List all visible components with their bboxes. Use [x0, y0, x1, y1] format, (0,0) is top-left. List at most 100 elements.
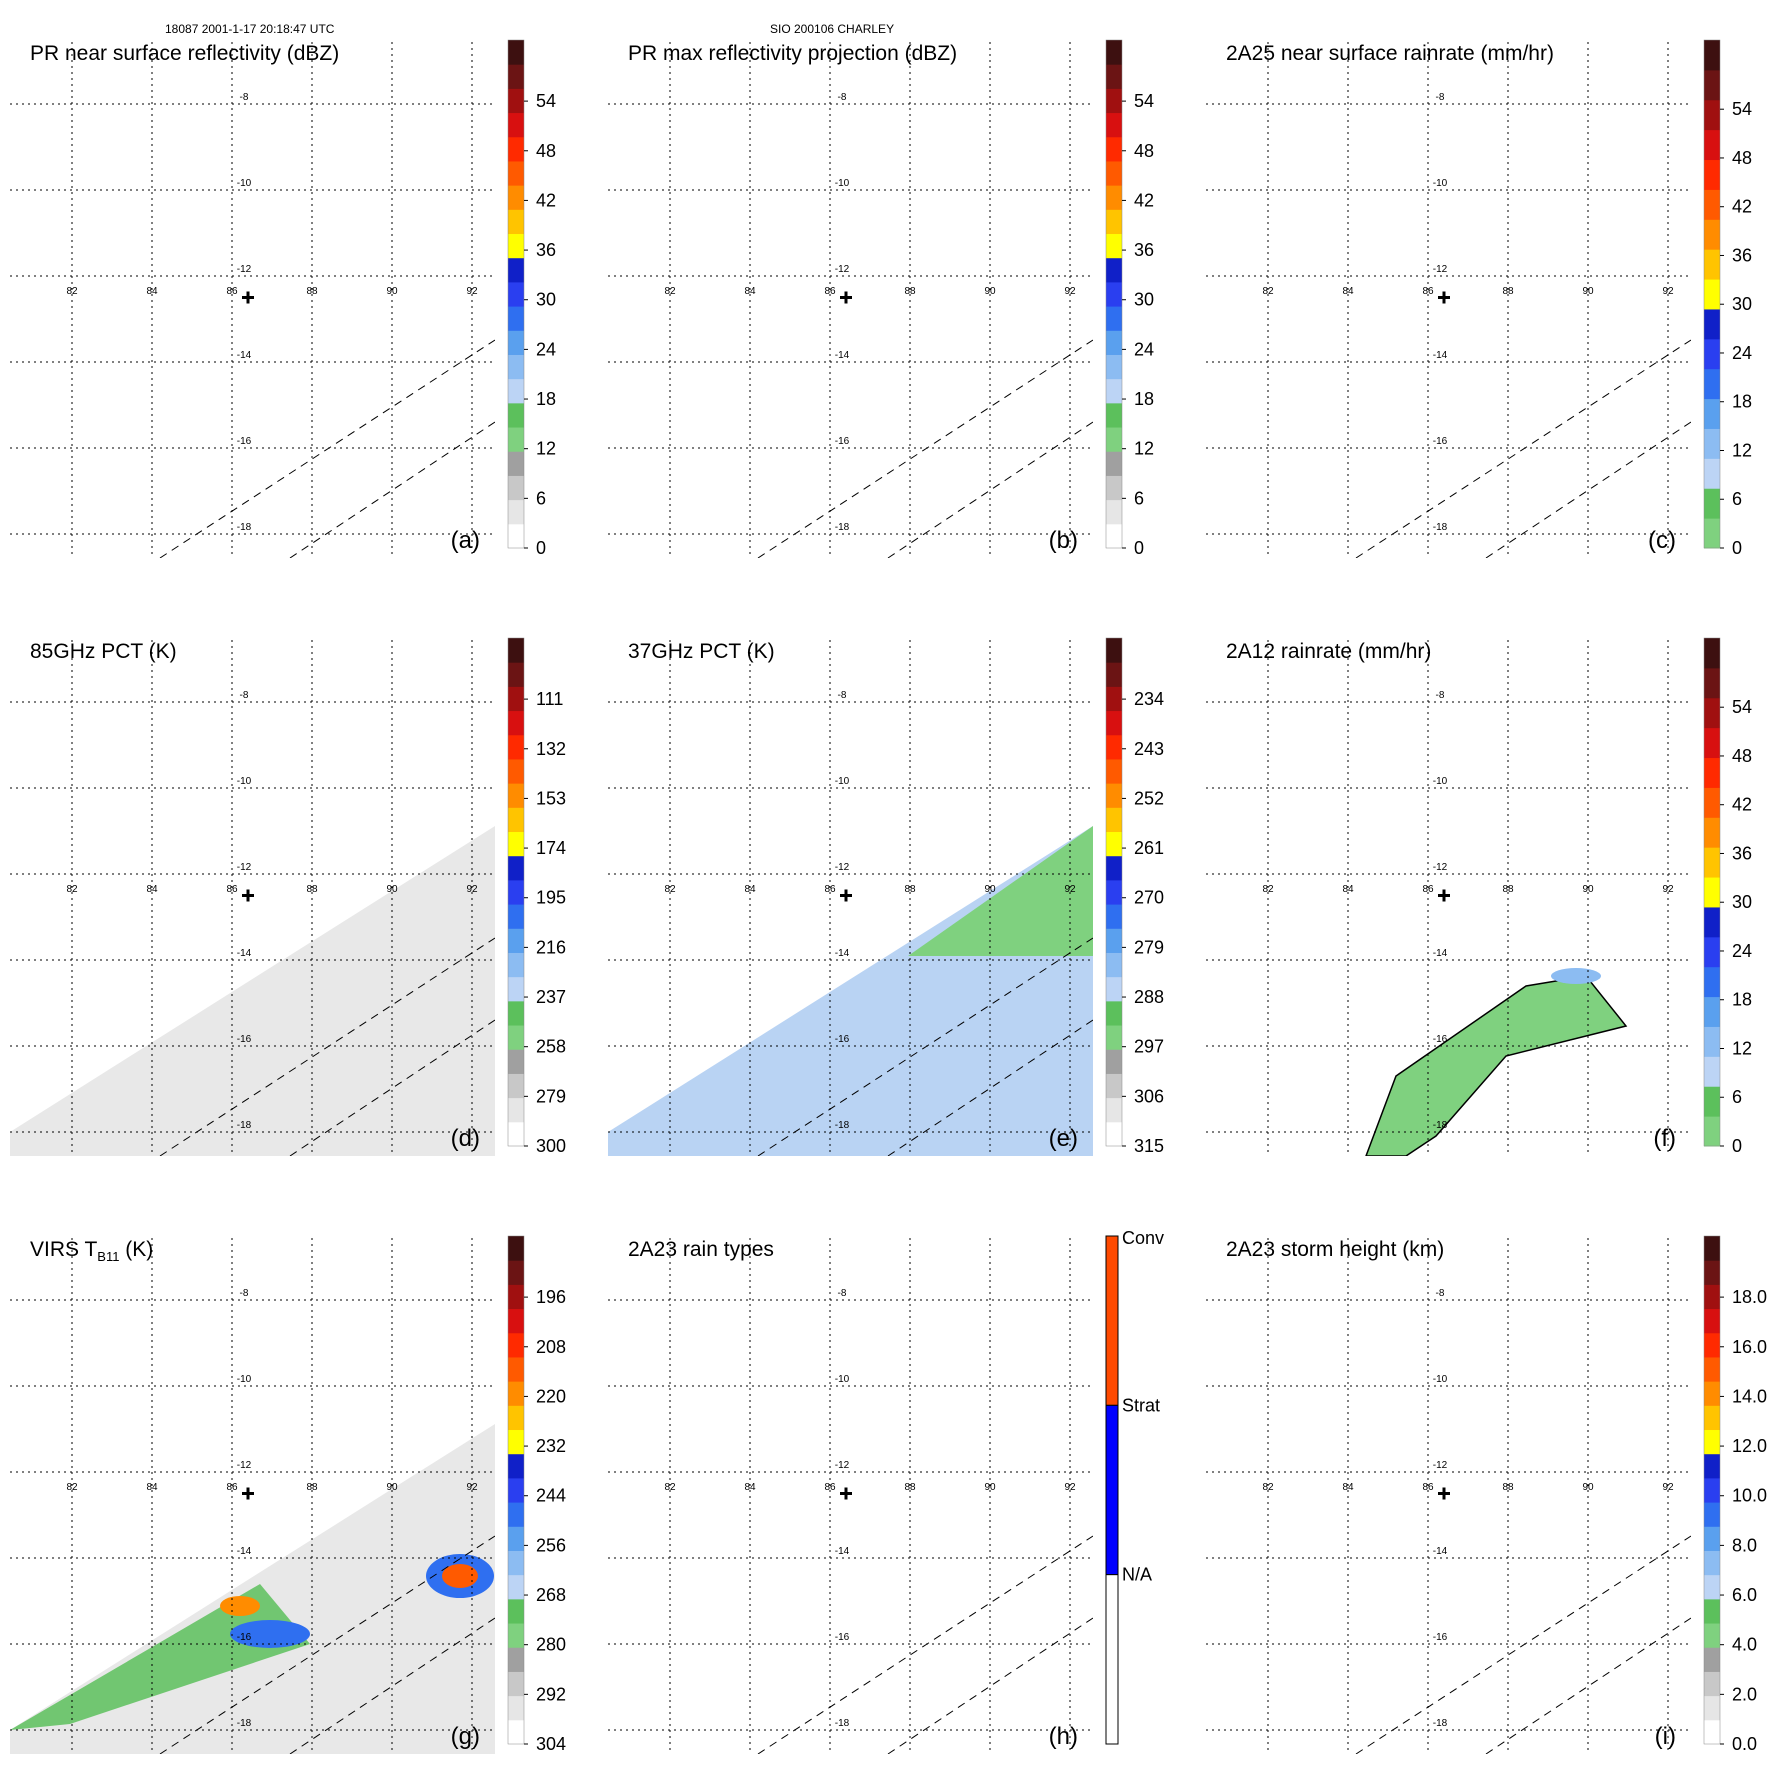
colorbar-segment [508, 499, 524, 525]
colorbar-segment [1704, 488, 1720, 519]
lat-tick-label: -12 [835, 264, 850, 275]
panel-letter: (g) [451, 1723, 480, 1750]
lon-tick-label: 90 [1582, 286, 1594, 297]
colorbar: 300 279 258 237 216 195 174 153 132 111 [507, 637, 566, 1156]
map-area: 82 84 86 88 90 92 -8 -10 -12 -14 -16 -18 [1206, 640, 1691, 1156]
colorbar-segment [1106, 88, 1122, 114]
lat-tick-label: -16 [237, 1632, 252, 1643]
lat-tick-label: -12 [237, 1460, 252, 1471]
colorbar-label: 36 [1732, 843, 1752, 863]
lat-tick-label: -8 [1436, 690, 1445, 701]
lon-tick-label: 92 [1064, 1482, 1076, 1493]
panel-letter: (d) [451, 1125, 480, 1152]
colorbar-segment [1704, 906, 1720, 938]
colorbar-segment [1106, 257, 1122, 283]
lon-tick-label: 90 [984, 1482, 996, 1493]
colorbar-segment [508, 451, 524, 476]
colorbar-segment [1106, 330, 1122, 355]
lat-tick-label: -12 [1433, 862, 1448, 873]
colorbar-segment [1106, 734, 1122, 760]
colorbar-segment [508, 807, 524, 833]
colorbar-label: 280 [536, 1635, 566, 1655]
rain-core [1551, 968, 1601, 984]
colorbar-segment [508, 354, 524, 380]
lat-tick-label: -8 [240, 92, 249, 103]
colorbar-segment [508, 306, 524, 331]
lat-tick-label: -10 [237, 178, 252, 189]
colorbar-segment [508, 136, 524, 162]
colorbar-segment [508, 1695, 524, 1721]
colorbar-segment [1704, 129, 1720, 161]
colorbar-segment [508, 233, 524, 259]
colorbar-segment [508, 1550, 524, 1576]
colorbar-segment [508, 734, 524, 760]
colorbar-label: 54 [1732, 99, 1752, 119]
colorbar-segment [508, 831, 524, 857]
colorbar-segment [508, 402, 524, 428]
colorbar-segment [508, 1332, 524, 1358]
colorbar-segment [1704, 518, 1720, 549]
colorbar-segment [508, 64, 524, 89]
lat-tick-label: -12 [1433, 264, 1448, 275]
lat-tick-label: -14 [1433, 350, 1448, 361]
colorbar-segment [508, 1453, 524, 1479]
lon-tick-label: 84 [1342, 884, 1354, 895]
lat-tick-label: -12 [1433, 1460, 1448, 1471]
colorbar-frame [507, 39, 525, 549]
colorbar-label: 6 [536, 488, 546, 508]
lon-tick-label: 82 [664, 1482, 676, 1493]
lat-tick-label: -14 [835, 948, 850, 959]
lat-tick-label: -10 [835, 178, 850, 189]
swath-field-cold [908, 826, 1093, 956]
colorbar-label: 12 [1732, 440, 1752, 460]
colorbar-segment [1106, 378, 1122, 404]
colorbar-label: 244 [536, 1486, 566, 1506]
colorbar-label: 132 [536, 739, 566, 759]
colorbar-segment [508, 1000, 524, 1026]
colorbar-label: 18 [1732, 990, 1752, 1010]
colorbar-segment [508, 1623, 524, 1648]
storm-center-marker [1438, 889, 1450, 902]
colorbar-segment [1106, 1049, 1122, 1074]
colorbar-segment [508, 1647, 524, 1672]
lon-tick-label: 92 [466, 884, 478, 895]
lat-tick-label: -16 [1433, 1034, 1448, 1045]
colorbar-label: Strat [1122, 1395, 1160, 1415]
colorbar-segment [1704, 1477, 1720, 1503]
colorbar-label: 54 [1134, 91, 1154, 111]
colorbar-segment [1704, 638, 1720, 669]
colorbar-label: 18 [1134, 389, 1154, 409]
colorbar-segment [1704, 368, 1720, 400]
pr-swath-edge [159, 339, 495, 558]
colorbar-segment [508, 1381, 524, 1406]
lat-tick-label: -18 [237, 1718, 252, 1729]
colorbar-segment [508, 88, 524, 114]
colorbar-segment [508, 1429, 524, 1455]
lon-tick-label: 90 [984, 884, 996, 895]
colorbar-segment [508, 758, 524, 784]
colorbar-segment [1106, 499, 1122, 525]
colorbar-segment [1704, 1356, 1720, 1382]
lon-tick-label: 82 [66, 286, 78, 297]
colorbar-segment [1704, 817, 1720, 848]
colorbar-segment [508, 855, 524, 881]
colorbar-segment [1106, 281, 1122, 307]
lon-tick-label: 84 [146, 884, 158, 895]
colorbar-segment [1106, 879, 1122, 905]
colorbar-label: 10.0 [1732, 1486, 1767, 1506]
header-storm-id: SIO 200106 CHARLEY [770, 22, 895, 36]
pr-swath-edge [757, 937, 1093, 1156]
cloud-field [10, 1584, 310, 1730]
panel-title: 2A12 rainrate (mm/hr) [1226, 640, 1431, 663]
colorbar-segment [1704, 69, 1720, 101]
colorbar-segment [508, 1308, 524, 1334]
colorbar-segment [1106, 306, 1122, 331]
colorbar-segment [1704, 1502, 1720, 1527]
colorbar-segment [1704, 249, 1720, 280]
colorbar: 315 306 297 288 279 270 261 252 243 234 [1105, 637, 1164, 1156]
colorbar-segment [1704, 877, 1720, 908]
colorbar-segment [508, 1574, 524, 1600]
colorbar-segment [508, 686, 524, 712]
colorbar-segment [508, 1502, 524, 1527]
lat-tick-label: -14 [1433, 1546, 1448, 1557]
